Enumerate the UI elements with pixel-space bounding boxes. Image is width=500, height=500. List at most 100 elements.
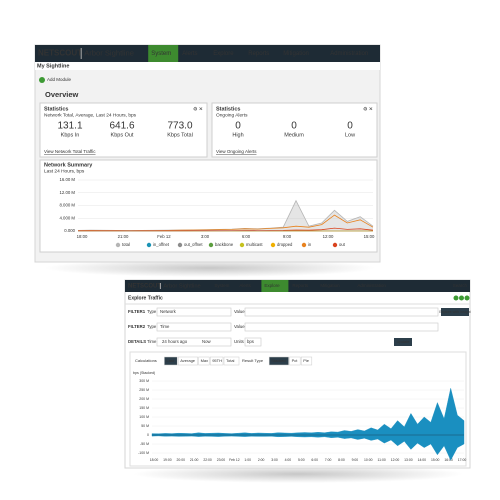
brand: NETSCOUT <box>128 284 161 290</box>
area <box>78 200 373 231</box>
area <box>151 434 465 461</box>
nav-item[interactable]: Administration <box>330 51 368 57</box>
x-tick-label: 9:00 <box>352 458 359 462</box>
legend-label[interactable]: multicast <box>246 242 263 247</box>
field-label: Value <box>234 324 245 329</box>
legend-label[interactable]: backbone <box>215 242 234 247</box>
x-tick-label: 8:00 <box>338 458 345 462</box>
panel-link[interactable]: View Ongoing Alerts <box>216 149 257 154</box>
y-tick-label: -100 M <box>138 451 149 455</box>
tab[interactable] <box>177 356 198 366</box>
x-tick-label: 5:00 <box>298 458 305 462</box>
search[interactable]: Search <box>453 283 468 288</box>
field-label: Units <box>234 339 244 344</box>
y-tick-label: 150 M <box>139 406 149 410</box>
x-tick-label: 7:00 <box>325 458 332 462</box>
shadow <box>133 465 463 483</box>
field-value[interactable]: 24 hours ago <box>162 339 188 344</box>
tab[interactable] <box>300 356 313 366</box>
field-label: Value <box>234 309 245 314</box>
y-tick-label: 16.00 M <box>59 177 75 182</box>
y-tick-label: 12.00 M <box>59 190 75 195</box>
add-module[interactable]: Add Module <box>47 77 72 82</box>
nav-item[interactable]: Administration <box>357 283 386 288</box>
select[interactable] <box>156 307 232 317</box>
select-value[interactable]: Time <box>160 324 170 329</box>
legend-label[interactable]: dropped <box>277 242 293 247</box>
x-tick-label: 23:00 <box>217 458 226 462</box>
select-value[interactable]: bps <box>247 339 254 344</box>
y-tick-label: 8.000 M <box>59 203 75 208</box>
legend-swatch <box>208 242 214 248</box>
y-tick-label: 4.000 M <box>59 215 75 220</box>
field-value[interactable]: Now <box>202 339 211 344</box>
button[interactable] <box>453 295 459 301</box>
nav-active <box>148 45 179 62</box>
panel-tools: ⚙ ✕ <box>363 106 373 112</box>
legend-swatch <box>301 242 307 248</box>
button[interactable] <box>441 308 469 316</box>
tab[interactable] <box>209 356 224 366</box>
tab[interactable] <box>198 356 210 366</box>
tab-label[interactable]: Max <box>201 358 209 363</box>
tab-label[interactable]: Average <box>180 358 196 363</box>
tab[interactable] <box>223 356 240 366</box>
filter-name: FILTER1 <box>128 309 146 314</box>
nav-item[interactable]: Explore <box>264 283 280 288</box>
tab-label[interactable]: Last <box>166 358 174 363</box>
select-value[interactable]: Network <box>160 309 177 314</box>
button-label[interactable]: Explore with Insight <box>439 310 470 314</box>
panel <box>39 159 378 253</box>
button[interactable] <box>464 295 470 301</box>
x-tick-label: 21:00 <box>118 234 129 239</box>
tab[interactable] <box>268 356 289 366</box>
button[interactable] <box>459 295 464 301</box>
nav-item[interactable]: System <box>151 51 171 57</box>
legend-swatch <box>332 242 338 248</box>
area <box>151 388 465 436</box>
select[interactable] <box>244 337 262 347</box>
tab-label[interactable]: Pct <box>292 358 299 363</box>
x-tick-label: Feb 12 <box>229 458 240 462</box>
nav-item[interactable]: Mitigation <box>320 283 340 288</box>
nav-item[interactable]: Alerts <box>182 51 197 57</box>
stat-label: High <box>232 132 243 138</box>
legend-label[interactable]: total <box>122 242 130 247</box>
input[interactable] <box>244 307 439 317</box>
nav-bar <box>125 280 470 292</box>
select[interactable] <box>156 322 232 332</box>
nav-item[interactable]: Explore <box>213 51 234 57</box>
tab[interactable] <box>289 356 301 366</box>
panel-link[interactable]: View Network Total Traffic <box>44 149 96 154</box>
legend-label[interactable]: in_offnet <box>153 242 170 247</box>
nav-item[interactable]: Alerts <box>239 283 251 288</box>
legend-label[interactable]: in <box>308 242 312 247</box>
y-tick-label: 250 M <box>139 388 149 392</box>
input[interactable] <box>156 337 232 347</box>
nav-bar <box>35 45 380 62</box>
input[interactable] <box>244 322 439 332</box>
button[interactable] <box>394 338 412 346</box>
legend-label[interactable]: out_offnet <box>184 242 203 247</box>
add-icon[interactable] <box>39 77 45 83</box>
nav-item[interactable]: Mitigation <box>283 51 309 57</box>
stat-value: 0 <box>291 121 297 132</box>
stat-label: Kbps In <box>61 132 80 138</box>
tab-label[interactable]: Stacked <box>271 358 285 363</box>
y-tick-label: 50 M <box>141 424 149 428</box>
x-tick-label: 18:00 <box>77 234 88 239</box>
nav-item[interactable]: Reports <box>248 51 269 57</box>
stat-label: Kbps Total <box>167 132 193 138</box>
nav-item[interactable]: System <box>214 283 229 288</box>
legend-label[interactable]: out <box>339 242 346 247</box>
tab-label[interactable]: Pie <box>303 358 310 363</box>
tab-label[interactable]: 95TH <box>212 358 222 363</box>
x-tick-label: 20:00 <box>177 458 186 462</box>
filter-name: FILTER2 <box>128 324 146 329</box>
field-label: Time <box>147 339 157 344</box>
button-label[interactable]: Update <box>397 339 411 344</box>
nav-item[interactable]: Reports <box>292 283 309 288</box>
tab-label[interactable]: Total <box>226 358 235 363</box>
tab[interactable] <box>164 356 178 366</box>
